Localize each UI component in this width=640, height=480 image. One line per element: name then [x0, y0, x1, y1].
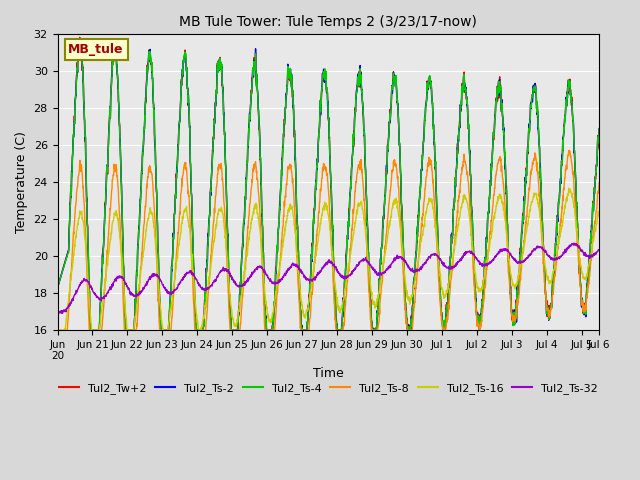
Tul2_Ts-32	[480, 262, 488, 268]
Tul2_Ts-2	[76, 36, 84, 42]
Line: Tul2_Ts-8: Tul2_Ts-8	[58, 151, 599, 330]
Tul2_Ts-4	[76, 37, 84, 43]
Tul2_Ts-8	[81, 225, 89, 230]
Tul2_Ts-8	[580, 305, 588, 311]
Tul2_Ts-4	[580, 311, 588, 316]
Tul2_Ts-4	[87, 327, 95, 333]
Tul2_Ts-16	[54, 327, 61, 333]
Tul2_Ts-16	[580, 275, 588, 280]
Tul2_Ts-16	[595, 209, 603, 215]
Tul2_Tw+2	[580, 308, 588, 314]
Y-axis label: Temperature (C): Temperature (C)	[15, 132, 28, 233]
Line: Tul2_Ts-32: Tul2_Ts-32	[58, 243, 599, 313]
Tul2_Ts-2	[580, 308, 588, 313]
Tul2_Tw+2	[87, 327, 95, 333]
Line: Tul2_Tw+2: Tul2_Tw+2	[58, 37, 599, 330]
Tul2_Tw+2	[81, 135, 89, 141]
Tul2_Ts-32	[595, 247, 603, 253]
Tul2_Ts-4	[481, 259, 488, 265]
Tul2_Tw+2	[317, 91, 325, 96]
Tul2_Ts-2	[317, 93, 325, 99]
Tul2_Ts-8	[303, 327, 310, 333]
Tul2_Ts-4	[317, 93, 325, 99]
Legend: Tul2_Tw+2, Tul2_Ts-2, Tul2_Ts-4, Tul2_Ts-8, Tul2_Ts-16, Tul2_Ts-32: Tul2_Tw+2, Tul2_Ts-2, Tul2_Ts-4, Tul2_Ts…	[54, 379, 602, 398]
X-axis label: Time: Time	[313, 367, 344, 380]
Tul2_Ts-32	[303, 277, 310, 283]
Tul2_Ts-32	[317, 269, 324, 275]
Tul2_Ts-32	[580, 251, 588, 256]
Line: Tul2_Ts-16: Tul2_Ts-16	[58, 188, 599, 330]
Tul2_Ts-2	[481, 259, 488, 265]
Line: Tul2_Ts-4: Tul2_Ts-4	[58, 40, 599, 330]
Tul2_Ts-8	[480, 292, 488, 298]
Tul2_Ts-16	[81, 237, 89, 243]
Tul2_Ts-16	[480, 276, 488, 282]
Tul2_Ts-2	[81, 134, 89, 140]
Tul2_Ts-32	[580, 251, 588, 256]
Tul2_Ts-4	[81, 132, 89, 138]
Tul2_Ts-16	[303, 309, 310, 314]
Tul2_Tw+2	[481, 259, 488, 264]
Tul2_Tw+2	[595, 126, 603, 132]
Tul2_Ts-4	[303, 327, 311, 333]
Tul2_Ts-2	[303, 327, 311, 333]
Tul2_Tw+2	[303, 327, 311, 333]
Tul2_Ts-4	[54, 285, 61, 290]
Tul2_Ts-8	[595, 180, 603, 186]
Tul2_Tw+2	[54, 285, 61, 290]
Line: Tul2_Ts-2: Tul2_Ts-2	[58, 39, 599, 330]
Tul2_Ts-32	[81, 277, 89, 283]
Tul2_Tw+2	[580, 310, 588, 315]
Tul2_Tw+2	[76, 35, 84, 40]
Text: MB_tule: MB_tule	[68, 43, 124, 56]
Tul2_Ts-4	[595, 125, 603, 131]
Tul2_Ts-2	[595, 126, 603, 132]
Title: MB Tule Tower: Tule Temps 2 (3/23/17-now): MB Tule Tower: Tule Temps 2 (3/23/17-now…	[179, 15, 477, 29]
Tul2_Ts-8	[54, 327, 61, 333]
Tul2_Ts-16	[565, 185, 573, 191]
Tul2_Ts-2	[54, 285, 61, 290]
Tul2_Ts-8	[317, 188, 324, 194]
Tul2_Ts-4	[580, 308, 588, 314]
Tul2_Ts-16	[580, 274, 588, 280]
Tul2_Ts-2	[580, 305, 588, 311]
Tul2_Ts-8	[565, 148, 573, 154]
Tul2_Ts-8	[580, 309, 588, 314]
Tul2_Ts-32	[54, 311, 61, 316]
Tul2_Ts-2	[87, 327, 95, 333]
Tul2_Ts-16	[317, 217, 324, 223]
Tul2_Ts-32	[570, 240, 578, 246]
